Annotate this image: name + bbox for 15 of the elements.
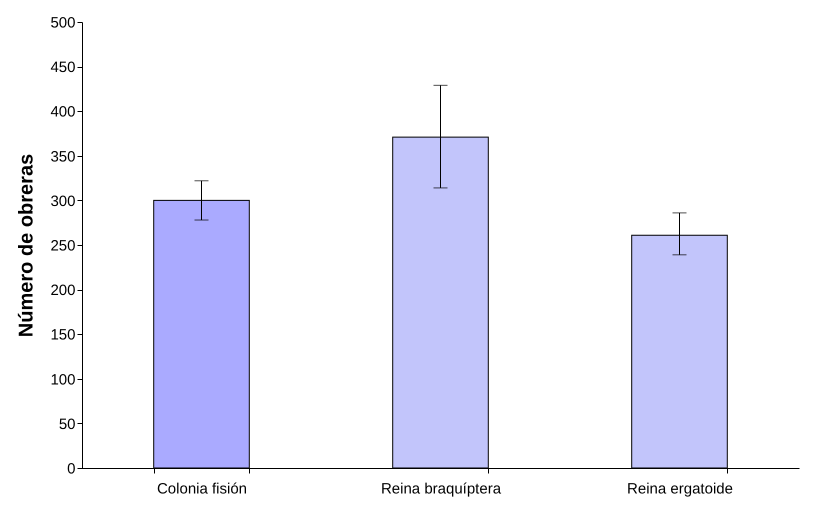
y-tick-label: 250 [50, 238, 76, 254]
y-tick-label: 350 [50, 148, 76, 166]
y-tick-label: 450 [50, 59, 76, 76]
y-tick-label: 0 [67, 460, 76, 478]
x-tick-label: Reina ergatoide [627, 480, 733, 498]
x-tick-label: Reina braquíptera [380, 480, 502, 498]
y-tick-label: 500 [50, 14, 76, 32]
y-tick-label: 150 [50, 326, 76, 344]
y-tick-label: 100 [50, 371, 76, 388]
x-tick-label: Colonia fisión [156, 480, 248, 498]
y-tick-label: 200 [50, 282, 76, 300]
y-tick-label: 300 [50, 192, 76, 210]
y-tick-label: 400 [50, 104, 76, 121]
y-axis-title: Número de obreras [15, 154, 38, 338]
y-tick-label: 50 [58, 416, 76, 433]
